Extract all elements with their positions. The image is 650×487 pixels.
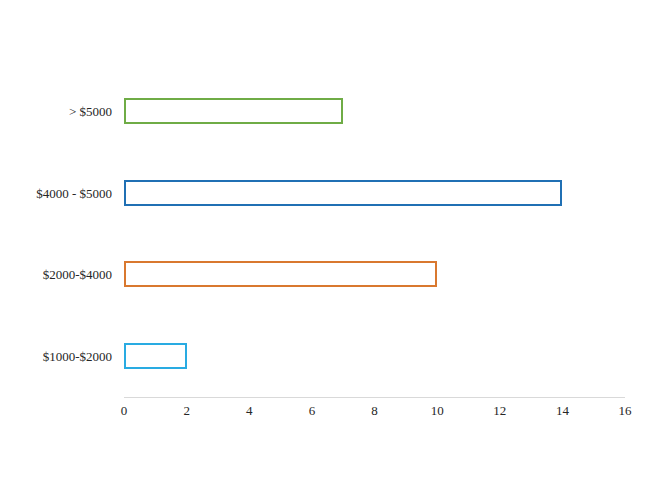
bar-3 xyxy=(124,343,187,369)
x-tick-label: 16 xyxy=(619,404,632,417)
bar-1 xyxy=(124,180,562,206)
x-tick-label: 12 xyxy=(493,404,506,417)
x-tick-label: 8 xyxy=(371,404,378,417)
x-tick-label: 0 xyxy=(121,404,128,417)
x-tick-label: 2 xyxy=(183,404,190,417)
category-label: $4000 - $5000 xyxy=(0,187,112,200)
x-tick-label: 4 xyxy=(246,404,253,417)
x-tick-label: 6 xyxy=(309,404,316,417)
category-label: > $5000 xyxy=(0,105,112,118)
x-axis-line xyxy=(124,397,625,398)
category-label: $2000-$4000 xyxy=(0,268,112,281)
bar-chart: > $5000 $4000 - $5000 $2000-$4000 $1000-$20… xyxy=(0,0,650,487)
category-label: $1000-$2000 xyxy=(0,350,112,363)
bar-2 xyxy=(124,261,437,287)
bar-0 xyxy=(124,98,343,124)
x-tick-label: 10 xyxy=(431,404,444,417)
x-tick-label: 14 xyxy=(556,404,569,417)
